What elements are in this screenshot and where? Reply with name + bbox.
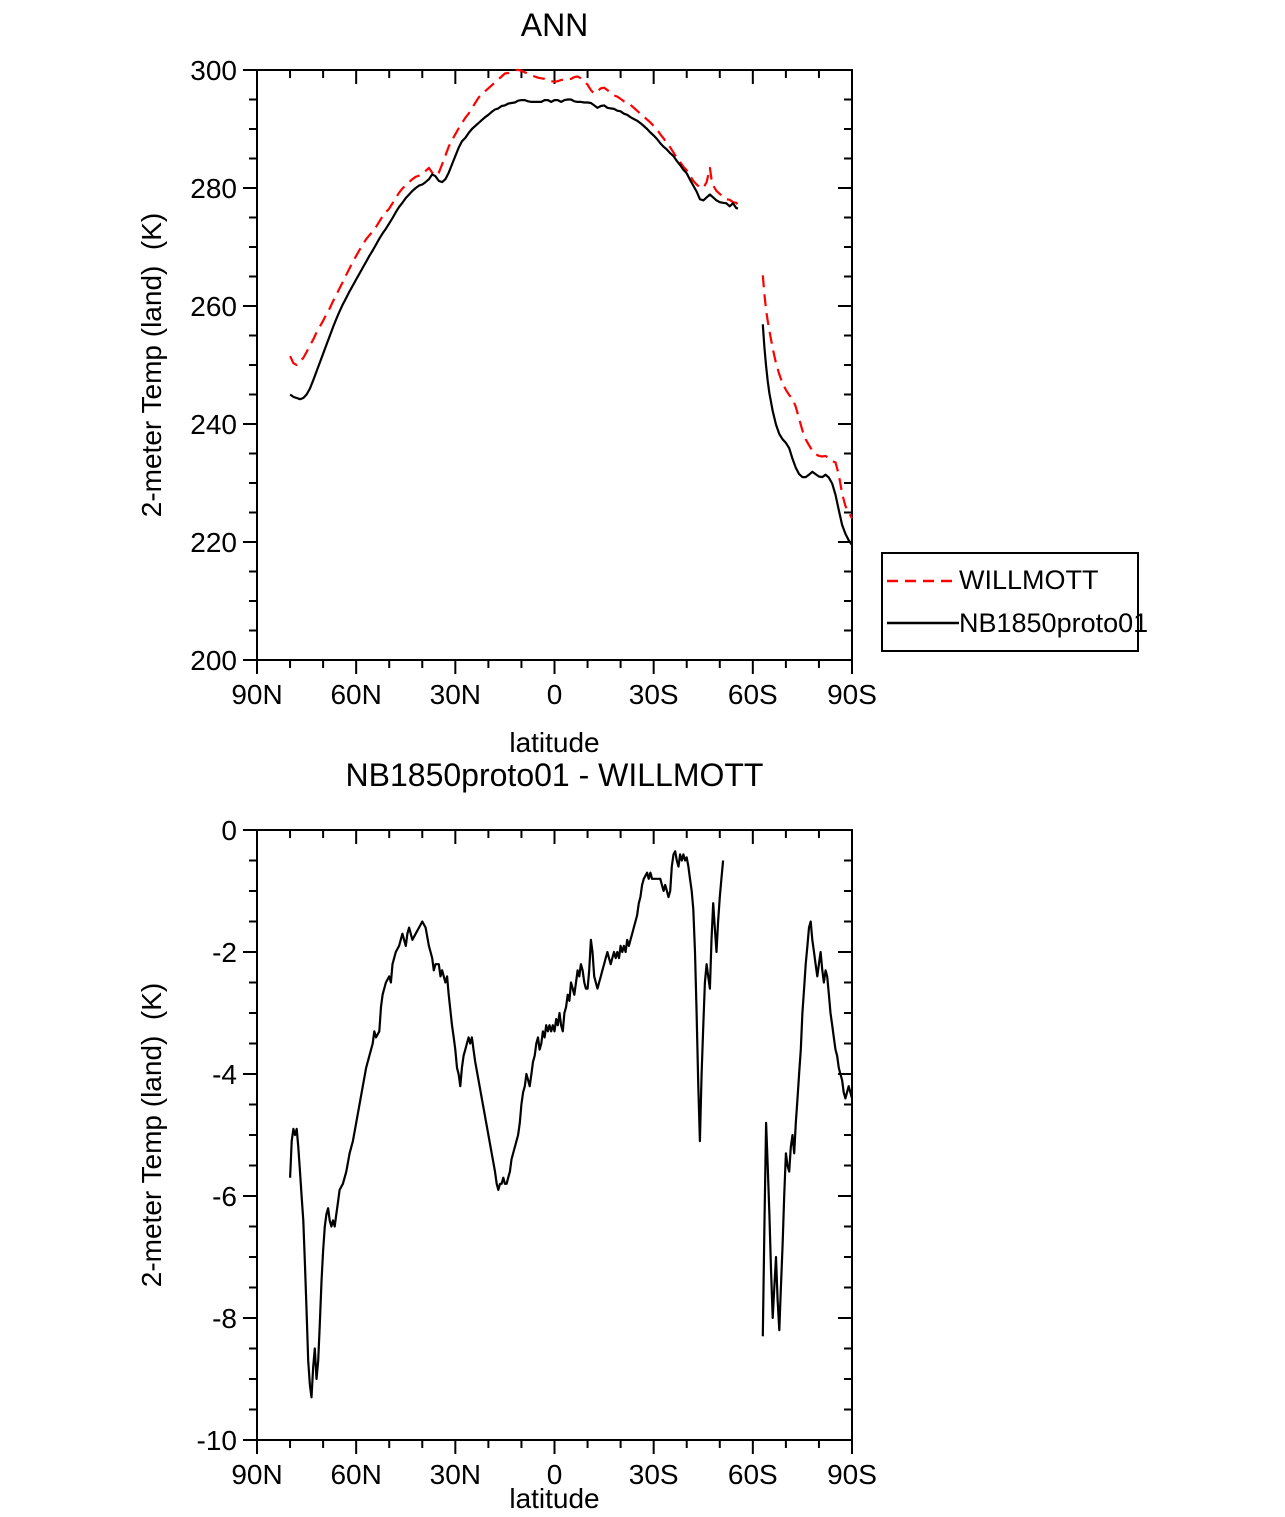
y-tick-label: 0 — [221, 815, 237, 846]
x-tick-label: 0 — [547, 1459, 563, 1490]
series-line-0 — [289, 850, 725, 1399]
x-tick-label: 90S — [827, 679, 877, 710]
y-tick-label: 200 — [190, 645, 237, 676]
y-axis-label-ann: 2-meter Temp (land) (K) — [136, 212, 167, 518]
y-tick-label: 220 — [190, 527, 237, 558]
y-tick-label: 240 — [190, 409, 237, 440]
y-tick-label: -4 — [212, 1059, 237, 1090]
y-axis-label-diff: 2-meter Temp (land) (K) — [136, 982, 167, 1288]
x-axis-label-diff: latitude — [509, 1483, 600, 1514]
y-tick-label: -10 — [197, 1425, 237, 1456]
series-line-1 — [761, 324, 853, 546]
x-tick-label: 60N — [330, 1459, 381, 1490]
legend-line-nb1850proto01-icon — [887, 621, 959, 625]
x-tick-label: 60S — [728, 1459, 778, 1490]
series-line-1 — [289, 98, 739, 401]
x-tick-label: 90S — [827, 1459, 877, 1490]
chart-title-ann: ANN — [520, 7, 589, 43]
chart-plot-1: 90N 60N 30N 0 30S 60S 90S 0 -2 -4 -6 -8 -10 — [197, 815, 877, 1490]
x-tick-label: 0 — [547, 679, 563, 710]
plot-frame — [256, 69, 853, 661]
series-line-0 — [289, 68, 739, 367]
plot-frame — [256, 829, 853, 1441]
x-tick-label: 30N — [430, 679, 481, 710]
x-tick-label: 60S — [728, 679, 778, 710]
legend-item-willmott: WILLMOTT — [887, 565, 1137, 596]
legend-label-willmott: WILLMOTT — [959, 565, 1099, 596]
x-tick-label: 90N — [231, 1459, 282, 1490]
x-tick-label: 60N — [330, 679, 381, 710]
y-tick-label: 260 — [190, 291, 237, 322]
legend-label-nb1850proto01: NB1850proto01 — [959, 607, 1149, 638]
series-line-0 — [761, 275, 853, 519]
x-tick-label: 30N — [430, 1459, 481, 1490]
x-tick-label: 30S — [629, 679, 679, 710]
x-tick-label: 90N — [231, 679, 282, 710]
y-tick-label: -6 — [212, 1181, 237, 1212]
chart-plot-0: 90N 60N 30N 0 30S 60S 90S 200 220 240 260 280 300 — [190, 55, 877, 710]
x-axis-label-ann: latitude — [509, 727, 600, 758]
y-tick-label: 280 — [190, 173, 237, 204]
x-tick-label: 30S — [629, 1459, 679, 1490]
legend-item-nb1850proto01: NB1850proto01 — [887, 608, 1148, 639]
chart-title-diff: NB1850proto01 - WILLMOTT — [345, 757, 764, 793]
y-tick-label: -8 — [212, 1303, 237, 1334]
series-line-0 — [761, 920, 854, 1337]
legend-line-willmott-icon — [887, 579, 959, 583]
y-tick-label: -2 — [212, 937, 237, 968]
y-tick-label: 300 — [190, 55, 237, 86]
legend: WILLMOTT NB1850proto01 — [881, 552, 1148, 652]
